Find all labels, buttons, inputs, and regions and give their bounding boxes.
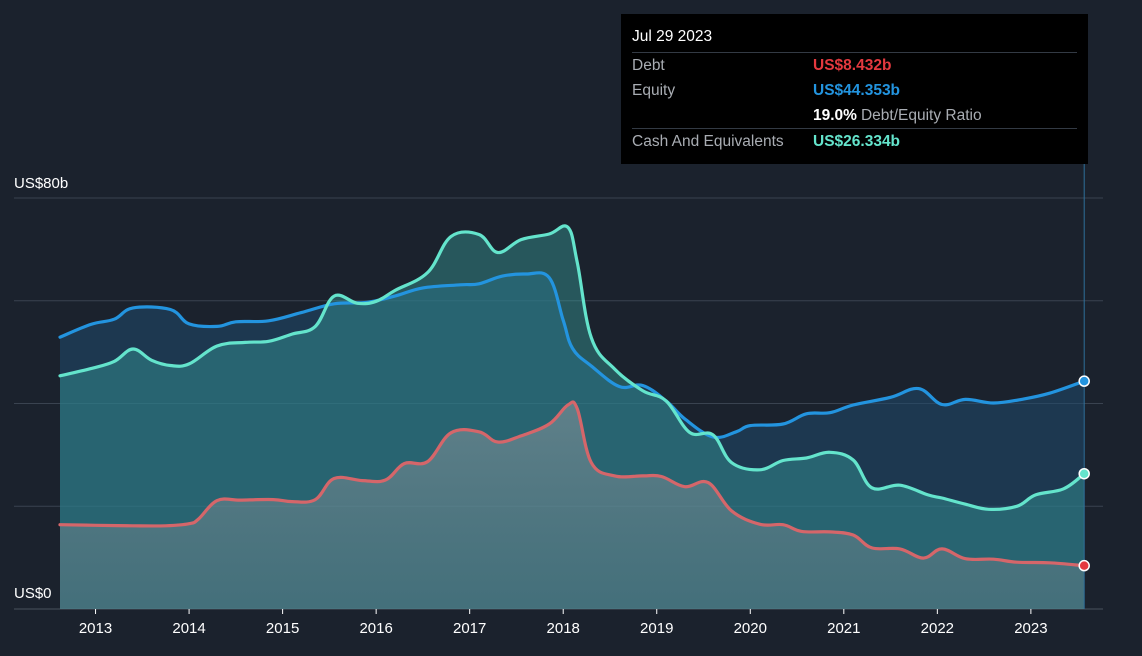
series-end-markers	[1078, 375, 1090, 572]
y-axis-max-label: US$80b	[14, 175, 68, 192]
debt-area	[60, 401, 1085, 609]
tooltip-debt-label: Debt	[632, 57, 665, 74]
debt-line	[58, 400, 1086, 568]
x-tick-label: 2020	[734, 620, 767, 637]
x-tick-label: 2016	[359, 620, 392, 637]
x-axis-ticks: 2013 2014 2015 2016 2017 2018 2019 2020 2021 2022…	[79, 609, 1048, 637]
tooltip-ratio-row: 19.0% Debt/Equity Ratio	[632, 103, 1077, 129]
tooltip-ratio-value: 19.0%	[813, 107, 857, 124]
x-tick-label: 2023	[1014, 620, 1047, 637]
x-tick-label: 2017	[453, 620, 486, 637]
x-tick-label: 2015	[266, 620, 299, 637]
tooltip-cash-label: Cash And Equivalents	[632, 133, 784, 150]
tooltip-date: Jul 29 2023	[632, 26, 1077, 53]
x-tick-label: 2013	[79, 620, 112, 637]
x-tick-label: 2019	[640, 620, 673, 637]
equity-line	[58, 271, 1086, 440]
y-axis-min-label: US$0	[14, 585, 52, 602]
tooltip-debt-value: US$8.432b	[813, 57, 892, 74]
x-tick-label: 2022	[921, 620, 954, 637]
debt-end-marker[interactable]	[1078, 559, 1090, 572]
tooltip-cash-value: US$26.334b	[813, 133, 901, 150]
tooltip-ratio-label: Debt/Equity Ratio	[860, 107, 982, 124]
tooltip-cash-row: Cash And Equivalents US$26.334b	[632, 129, 1077, 154]
cash-and-equivalents-line	[58, 224, 1086, 511]
x-tick-label: 2021	[827, 620, 860, 637]
tooltip-equity-value: US$44.353b	[813, 82, 901, 99]
tooltip-debt-row: Debt US$8.432b	[632, 53, 1077, 78]
cash-and-equivalents-end-marker[interactable]	[1078, 467, 1090, 480]
tooltip-equity-label: Equity	[632, 82, 676, 99]
x-tick-label: 2018	[547, 620, 580, 637]
tooltip-equity-row: Equity US$44.353b	[632, 78, 1077, 103]
equity-end-marker[interactable]	[1078, 375, 1090, 387]
series-lines	[58, 224, 1086, 568]
x-tick-label: 2014	[172, 620, 205, 637]
series-areas	[60, 225, 1085, 609]
hover-tooltip: Jul 29 2023 Debt US$8.432b Equity US$44.…	[621, 14, 1088, 164]
